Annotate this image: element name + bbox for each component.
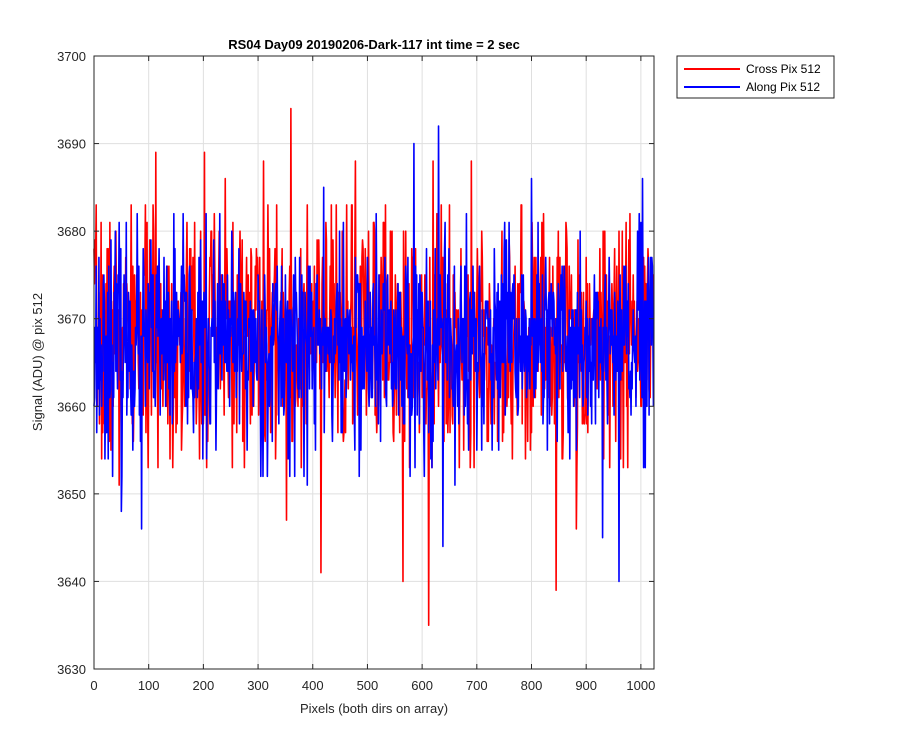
series-lines [93, 107, 655, 627]
x-tick-label: 500 [357, 678, 379, 693]
plot-frame [93, 55, 655, 670]
y-tick-label: 3650 [57, 487, 86, 502]
y-tick-label: 3690 [57, 137, 86, 152]
y-tick-label: 3670 [57, 312, 86, 327]
chart-title: RS04 Day09 20190206-Dark-117 int time = … [228, 37, 520, 52]
y-tick-label: 3640 [57, 574, 86, 589]
x-tick-label: 1000 [626, 678, 655, 693]
x-tick-label: 200 [193, 678, 215, 693]
x-tick-label: 600 [411, 678, 433, 693]
legend: Cross Pix 512 Along Pix 512 [676, 55, 835, 99]
x-axis-label: Pixels (both dirs on array) [300, 701, 448, 716]
y-tick-label: 3630 [57, 662, 86, 677]
legend-label-cross: Cross Pix 512 [746, 62, 821, 76]
legend-box [676, 55, 835, 99]
x-tick-label: 700 [466, 678, 488, 693]
axis-ticks: 0 100 200 300 400 500 600 700 800 900 1000 3630 3640… [57, 49, 655, 693]
y-tick-label: 3680 [57, 224, 86, 239]
x-tick-label: 100 [138, 678, 160, 693]
legend-label-along: Along Pix 512 [746, 80, 820, 94]
x-tick-label: 900 [575, 678, 597, 693]
x-tick-label: 800 [521, 678, 543, 693]
y-tick-label: 3660 [57, 399, 86, 414]
y-tick-label: 3700 [57, 49, 86, 64]
x-tick-label: 0 [90, 678, 97, 693]
series-line-along [93, 125, 655, 583]
y-axis-label: Signal (ADU) @ pix 512 [30, 293, 45, 431]
x-tick-label: 400 [302, 678, 324, 693]
x-tick-label: 300 [247, 678, 269, 693]
